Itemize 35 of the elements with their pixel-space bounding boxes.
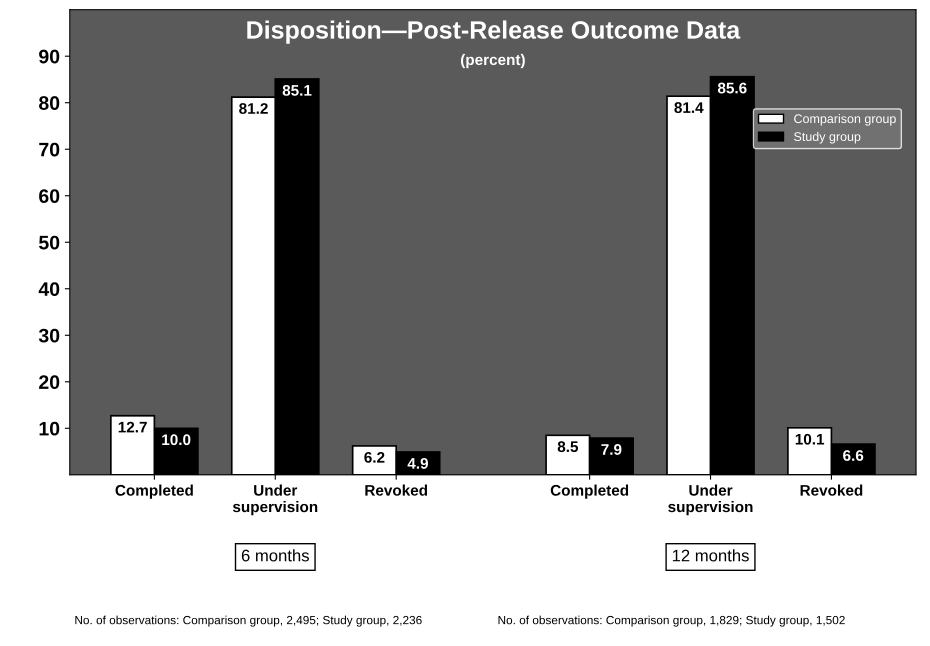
y-tick-label: 50 [39,236,60,250]
data-label: 4.9 [408,458,428,469]
data-label: 7.9 [601,444,622,455]
x-tick-label: Under supervision [232,484,318,516]
text: (percent) [460,54,525,68]
data-label: 81.2 [239,103,268,114]
text: No. of observations: Comparison group, 1,829; Study group, 1,502 [498,616,845,627]
y-tick-label: 70 [39,142,60,156]
x-tick-label: Completed [116,484,193,499]
data-label: 81.4 [674,102,704,114]
x-tick-label: Under supervision [668,484,752,516]
text: 6 months [242,549,309,562]
x-tick-label: Revoked [800,484,862,496]
y-tick-label: 60 [39,189,60,203]
y-tick-label: 20 [39,375,60,390]
data-label: 85.1 [282,84,312,96]
data-label: 85.6 [718,82,747,94]
y-tick-label: 10 [40,422,60,436]
y-tick-label: 80 [39,96,60,110]
legend-label: Comparison group [794,114,896,126]
y-tick-label: 30 [38,328,60,343]
data-label: 10.0 [162,434,190,446]
chart-title: Disposition—Post-Release Outcome Data [247,20,740,44]
y-tick-label: 40 [38,282,60,296]
x-tick-label: Completed [550,484,628,499]
text: No. of observations: Comparison group, 2,495; Study group, 2,236 [75,616,422,627]
text: 12 months [672,549,749,562]
data-label: 6.6 [843,450,864,461]
data-label: 6.2 [364,452,384,463]
x-tick-label: Revoked [365,484,428,496]
legend-label: Study group [794,132,860,144]
data-label: 12.7 [118,422,147,432]
data-label: 10.1 [796,434,824,445]
data-label: 8.5 [558,441,578,452]
y-tick-label: 90 [39,50,60,64]
